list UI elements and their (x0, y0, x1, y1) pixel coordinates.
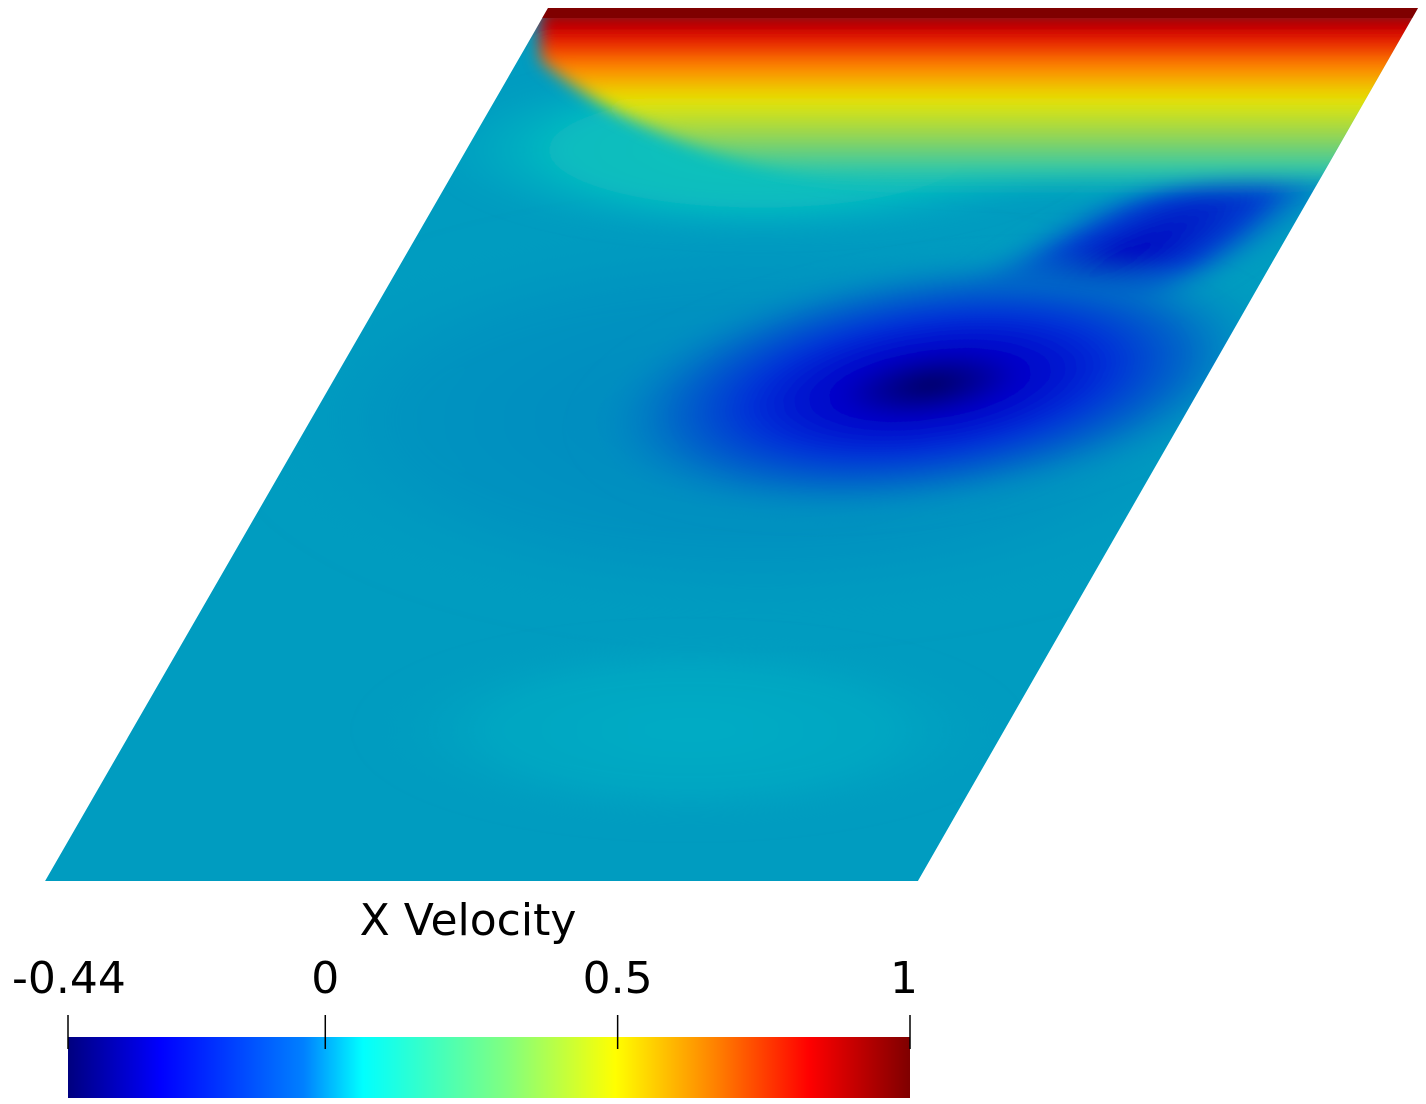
colorbar-ticks: -0.44 0 0.5 1 (12, 953, 918, 1049)
colorbar-tick-label: 0.5 (583, 953, 653, 1004)
secondary-vortex-region (360, 630, 1020, 830)
colorbar-gradient (68, 1037, 910, 1098)
colorbar: X Velocity -0.44 0 0.5 1 (12, 895, 918, 1098)
colorbar-tick-label: 0 (311, 953, 339, 1004)
lid-edge (540, 8, 1418, 18)
primary-vortex-core (573, 246, 1287, 524)
colorbar-title: X Velocity (360, 895, 577, 946)
colorbar-tick-label: -0.44 (12, 953, 126, 1004)
velocity-field (45, 8, 1418, 881)
colorbar-tick-label: 1 (890, 953, 918, 1004)
lid-boundary-layer (540, 8, 1418, 200)
